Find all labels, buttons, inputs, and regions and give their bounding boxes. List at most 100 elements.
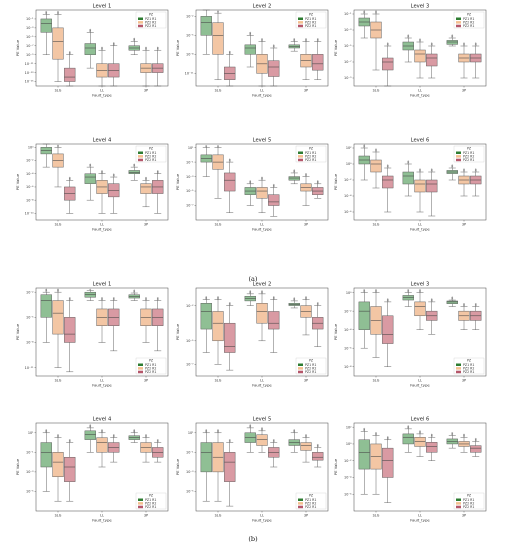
legend-title: PZ [467, 147, 472, 151]
legend-title: PZ [467, 494, 472, 498]
legend-entry: PZ1 R1 [305, 498, 316, 502]
box-plot-mark [152, 439, 164, 463]
y-tick-label: 10⁻⁶ [26, 185, 34, 189]
box-plot-mark [382, 42, 394, 87]
y-tick-label: 10⁻² [344, 459, 352, 463]
legend-swatch [456, 155, 461, 158]
x-tick-label: 3P [304, 223, 308, 227]
legend-entry: PZ2 R1 [463, 505, 474, 509]
legend-swatch [298, 505, 303, 509]
box-plot-mark [446, 296, 458, 307]
y-tick-label: 10¹ [188, 431, 194, 435]
chart-title: Level 4 [93, 417, 112, 423]
legend-swatch [298, 367, 303, 370]
legend-swatch [298, 370, 303, 374]
box-plot-mark [152, 170, 164, 214]
box-plot-mark [96, 429, 108, 468]
box-plot-mark [140, 176, 152, 208]
legend-entry: PZ1 R1 [145, 363, 156, 367]
x-tick-label: LL [100, 379, 104, 383]
box-plot-mark [382, 164, 394, 213]
box-plot-mark [402, 160, 414, 197]
x-tick-label: SLG [373, 379, 380, 383]
legend-entry: PZ1 R1 [305, 17, 316, 21]
y-tick-label: 10⁻⁸ [344, 365, 352, 369]
box-plot-mark [52, 288, 64, 368]
legend-swatch [138, 370, 143, 374]
y-tick-label: 10⁻³ [26, 26, 34, 30]
y-tick-label: 10⁻¹ [344, 12, 352, 16]
y-tick-label: 10⁻⁸ [26, 198, 34, 202]
x-axis-label: Fault_type [92, 227, 112, 232]
y-axis-label: PE Value [15, 173, 20, 190]
box-plot-mark [52, 11, 64, 82]
legend-entry: PZ2 R1 [305, 24, 316, 28]
x-tick-label: LL [260, 89, 264, 93]
legend-entry: PZ1 R1 [463, 363, 474, 367]
box-plot-mark [128, 429, 140, 443]
box-plot-mark [312, 444, 324, 468]
y-tick-label: 10⁻² [344, 309, 352, 313]
box-plot-mark [426, 433, 438, 461]
y-tick-label: 10⁻² [186, 15, 194, 19]
legend-entry: PZ2 R1 [145, 158, 156, 162]
y-tick-label: 10⁻³ [344, 28, 352, 32]
box-plot-mark [128, 163, 140, 181]
box-plot-mark [470, 42, 482, 79]
legend-title: PZ [309, 147, 314, 151]
legend-entry: PZ2 R2 [463, 20, 474, 24]
legend-entry: PZ2 R2 [145, 20, 156, 24]
box-plot-mark [300, 296, 312, 336]
y-axis-label: PE Value [175, 173, 180, 190]
box-plot-mark [402, 289, 414, 307]
box-plot-mark [446, 432, 458, 449]
legend-title: PZ [467, 13, 472, 17]
legend-swatch [138, 158, 143, 162]
x-tick-label: 3P [144, 379, 148, 383]
box-plot-mark [140, 434, 152, 463]
legend-entry: PZ2 R2 [463, 366, 474, 370]
legend-title: PZ [149, 359, 154, 363]
x-tick-label: 3P [462, 514, 466, 518]
box-plot-mark [212, 429, 224, 502]
legend-entry: PZ2 R1 [145, 24, 156, 28]
box-plot-mark [268, 184, 280, 217]
y-tick-label: 10⁻⁷ [344, 60, 352, 64]
box-plot-mark [244, 31, 256, 68]
legend-entry: PZ1 R1 [145, 151, 156, 155]
y-tick-label: 10¹ [188, 146, 194, 150]
box-plot-mark [40, 288, 52, 343]
box-plot-mark [268, 44, 280, 87]
x-tick-label: LL [100, 89, 104, 93]
box-plot-mark [84, 163, 96, 201]
x-tick-label: SLG [55, 223, 62, 227]
box-plot-mark [224, 302, 236, 371]
y-tick-label: 10⁻¹¹ [25, 366, 34, 370]
legend-swatch [298, 151, 303, 154]
y-tick-label: 10⁰ [346, 162, 352, 166]
y-tick-label: 10⁻⁵ [26, 316, 34, 320]
box-plot-mark [358, 289, 370, 349]
y-tick-label: 10⁻¹ [26, 451, 34, 455]
legend-swatch [298, 158, 303, 162]
box-plot-mark [382, 298, 394, 367]
chart-panel: Level 2 10⁻² 10⁻⁵ 10⁻⁷ PE Value SLG LL 3P Fault_… [175, 282, 329, 388]
y-tick-label: 10⁻⁶ [344, 492, 352, 496]
box-plot-mark [200, 145, 212, 177]
x-tick-label: LL [100, 514, 104, 518]
box-plot-mark [212, 145, 224, 199]
box-plot-mark [268, 439, 280, 468]
legend-swatch [298, 502, 303, 505]
legend-entry: PZ2 R2 [145, 501, 156, 505]
y-axis-label: PE Value [15, 323, 20, 340]
box-plot-mark [108, 173, 120, 214]
x-tick-label: SLG [215, 223, 222, 227]
chart-title: Level 2 [253, 282, 272, 288]
legend-swatch [138, 17, 143, 20]
